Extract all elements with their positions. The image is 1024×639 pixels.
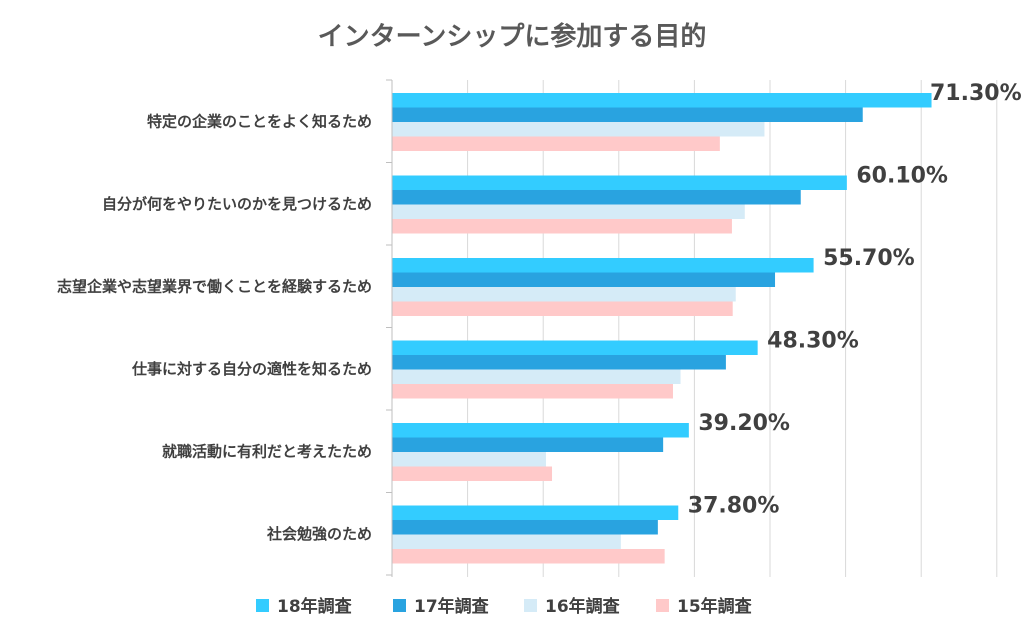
- bar: [392, 423, 689, 438]
- legend-swatch: [393, 599, 406, 612]
- bar: [392, 122, 765, 137]
- category-label: 仕事に対する自分の適性を知るため: [131, 360, 372, 378]
- bar: [392, 520, 658, 535]
- data-label: 37.80%: [688, 494, 780, 519]
- legend: 18年調査 17年調査 16年調査 15年調査: [256, 596, 753, 617]
- bar: [392, 340, 758, 355]
- bar: [392, 258, 814, 273]
- legend-label: 17年調査: [414, 596, 490, 617]
- bar: [392, 369, 681, 384]
- bar: [392, 107, 863, 122]
- legend-swatch: [524, 599, 537, 612]
- bar: [392, 301, 733, 316]
- chart-title: インターンシップに参加する目的: [318, 21, 707, 52]
- bar: [392, 452, 546, 467]
- bar: [392, 384, 673, 399]
- legend-label: 15年調査: [677, 596, 753, 617]
- category-label: 就職活動に有利だと考えたため: [162, 442, 372, 460]
- bar: [392, 355, 726, 370]
- category-labels: 特定の企業のことをよく知るため自分が何をやりたいのかを見つけるため志望企業や志望…: [57, 112, 372, 543]
- legend-label: 16年調査: [545, 596, 621, 617]
- data-label: 60.10%: [856, 164, 948, 189]
- bars: [392, 93, 932, 564]
- bar: [392, 136, 720, 151]
- category-label: 特定の企業のことをよく知るため: [147, 112, 372, 130]
- category-label: 志望企業や志望業界で働くことを経験するため: [57, 277, 372, 295]
- data-label: 48.30%: [767, 329, 859, 354]
- bar: [392, 219, 732, 234]
- data-label: 39.20%: [698, 411, 790, 436]
- value-labels: 71.30% 60.10% 55.70% 48.30% 39.20% 37.80%: [688, 81, 1022, 519]
- bar: [392, 466, 553, 481]
- bar: [392, 93, 932, 108]
- legend-swatch: [656, 599, 669, 612]
- bar: [392, 204, 745, 219]
- bar: [392, 287, 736, 302]
- data-label: 55.70%: [823, 246, 915, 271]
- bar: [392, 549, 665, 564]
- category-label: 社会勉強のため: [266, 525, 372, 543]
- bar: [392, 437, 664, 452]
- data-label: 71.30%: [930, 81, 1022, 106]
- bar: [392, 190, 801, 205]
- bar: [392, 505, 679, 520]
- legend-label: 18年調査: [277, 596, 353, 617]
- bar: [392, 175, 847, 190]
- bar: [392, 534, 621, 549]
- bar: [392, 272, 776, 287]
- category-label: 自分が何をやりたいのかを見つけるため: [102, 195, 372, 213]
- legend-swatch: [256, 599, 269, 612]
- grid: [386, 79, 998, 577]
